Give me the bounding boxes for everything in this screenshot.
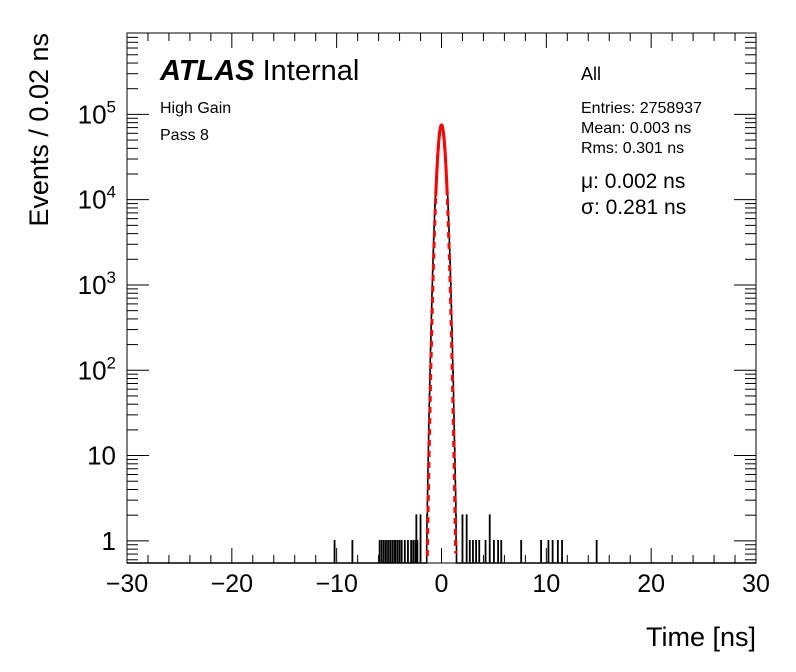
y-tick-label: 103 xyxy=(78,268,116,300)
x-tick-label: 10 xyxy=(532,570,560,598)
stats-mean: Mean: 0.003 ns xyxy=(581,120,691,137)
y-tick-label: 104 xyxy=(78,183,116,215)
x-tick-label: 0 xyxy=(435,570,449,598)
x-tick-label: 30 xyxy=(742,570,770,598)
fit-curve-core xyxy=(434,123,449,197)
y-axis-title: Events / 0.02 ns xyxy=(24,33,54,227)
x-tick-label: −10 xyxy=(315,570,357,598)
x-tick-label: −20 xyxy=(211,570,253,598)
stats-rms: Rms: 0.301 ns xyxy=(581,140,684,157)
fit-sigma-label: σ: 0.281 ns xyxy=(581,196,686,219)
pass-label: Pass 8 xyxy=(160,127,209,144)
high-gain-label: High Gain xyxy=(160,100,231,117)
stats-entries: Entries: 2758937 xyxy=(581,100,702,117)
y-tick-label: 10 xyxy=(87,441,116,471)
selection-label: All xyxy=(581,64,601,84)
axes xyxy=(126,32,757,564)
y-tick-label: 102 xyxy=(78,353,116,385)
x-axis-title: Time [ns] xyxy=(646,622,756,652)
atlas-label: ATLAS Internal xyxy=(159,55,359,87)
atlas-experiment-label: ATLAS xyxy=(159,55,255,87)
x-tick-label: −30 xyxy=(106,570,148,598)
y-tick-label: 105 xyxy=(78,97,116,129)
atlas-status-label: Internal xyxy=(255,55,360,87)
x-tick-label: 20 xyxy=(637,570,665,598)
text-labels: −30 −20 −10 0 10 20 30 1 10 102 103 104 105 Time [ns]… xyxy=(24,33,770,652)
plot-area xyxy=(127,123,756,564)
y-tick-label: 1 xyxy=(102,526,116,556)
fit-mu-label: μ: 0.002 ns xyxy=(581,170,685,193)
